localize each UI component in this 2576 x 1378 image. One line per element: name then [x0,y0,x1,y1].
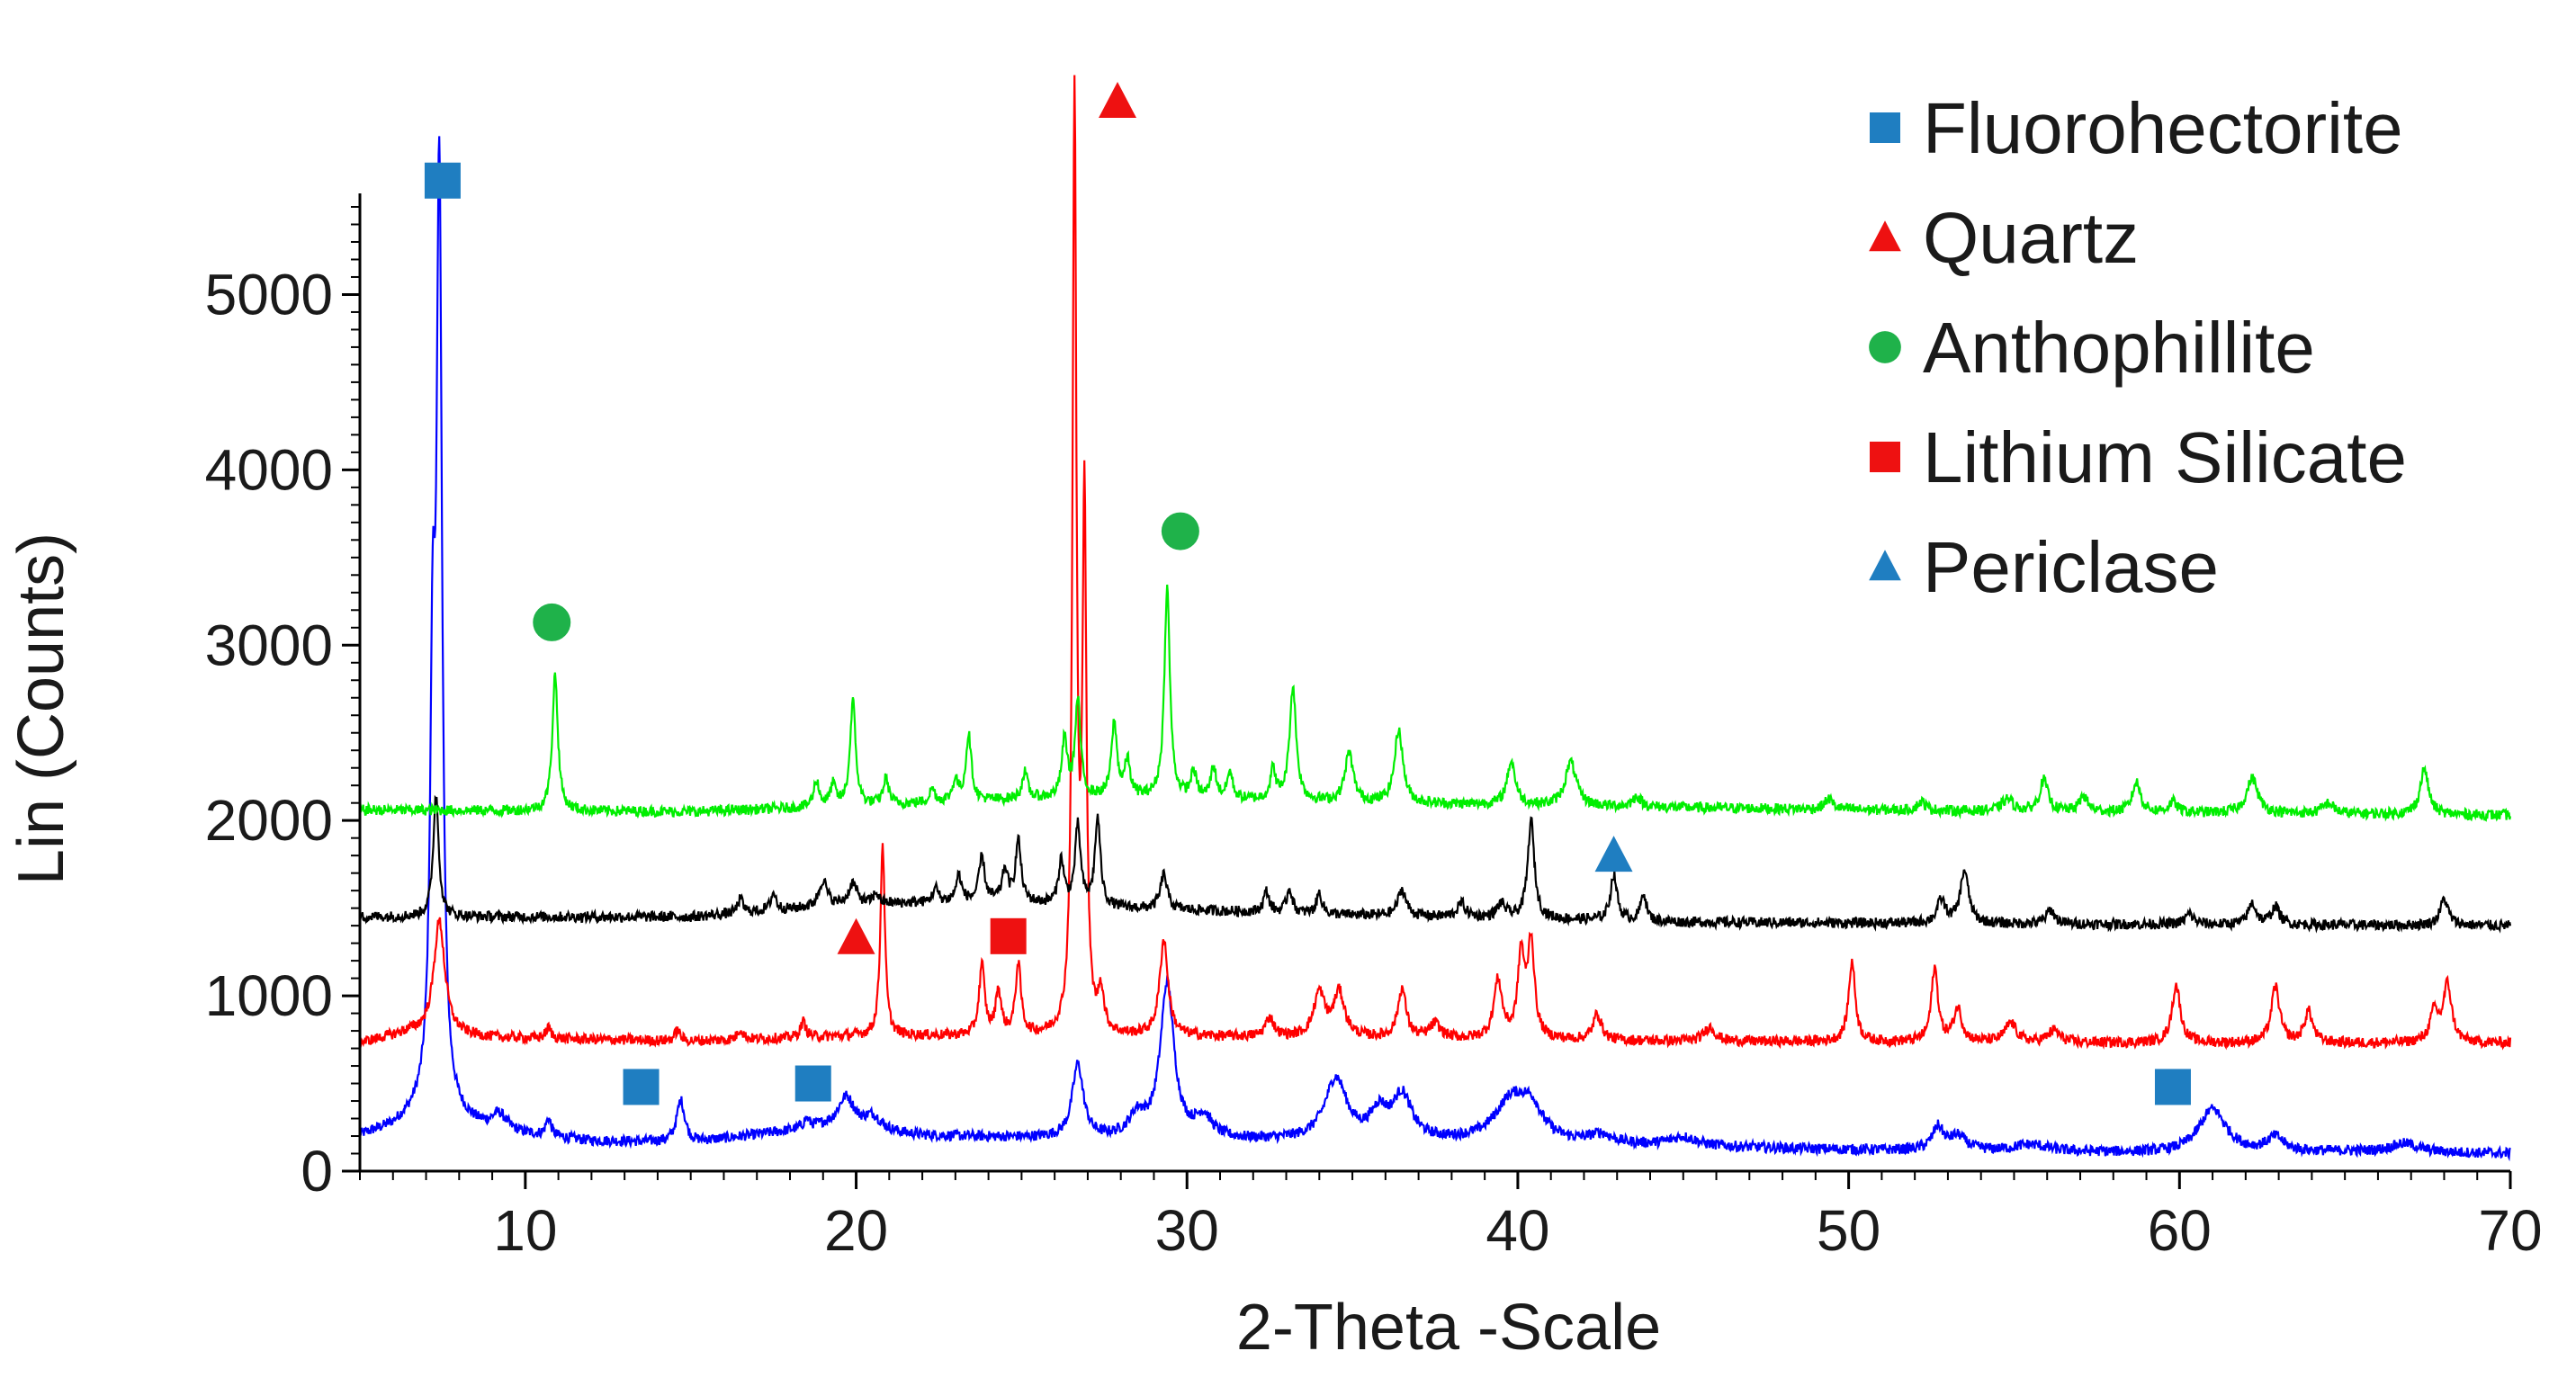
x-tick-label: 30 [1155,1198,1219,1263]
marker-quartz [1099,82,1137,119]
series-line-blue-pattern [358,136,2511,1162]
x-tick-label: 70 [2478,1198,2542,1263]
marker-anthophillite [533,603,571,641]
legend-label-quartz: Quartz [1923,198,2139,278]
legend-marker-anthophillite [1869,331,1901,363]
phase-markers-group [424,82,2191,1105]
y-tick-label: 4000 [205,437,333,502]
x-tick-label: 10 [493,1198,557,1263]
x-tick-label: 20 [824,1198,888,1263]
series-line-green-pattern [359,584,2512,822]
axes-group: 10 20 30 40 50 60 70 0 1000 2000 3000 4000 5000 [205,193,2543,1263]
marker-fluorohectorite [2154,1069,2191,1105]
x-tick-label: 40 [1485,1198,1549,1263]
legend-marker-fluorohectorite [1870,112,1900,143]
legend-label-anthophillite: Anthophillite [1923,308,2315,388]
marker-lithium-silicate [990,917,1027,954]
x-tick-label: 60 [2148,1198,2212,1263]
series-group [358,75,2512,1162]
legend-label-periclase: Periclase [1923,527,2219,607]
legend-marker-quartz [1869,220,1901,252]
x-axis-title: 2-Theta -Scale [1236,1292,1661,1364]
series-line-red-pattern [359,75,2512,1051]
legend: Fluorohectorite Quartz Anthophillite Lithiu… [1869,88,2407,607]
marker-fluorohectorite [794,1065,831,1102]
legend-marker-periclase [1869,550,1901,581]
y-tick-label: 2000 [205,788,333,853]
y-axis-title: Lin (Counts) [5,532,77,885]
marker-fluorohectorite [623,1069,660,1105]
marker-periclase [1594,836,1633,872]
legend-marker-lithium-silicate [1870,442,1900,472]
x-tick-label: 50 [1817,1198,1880,1263]
legend-label-fluorohectorite: Fluorohectorite [1923,88,2403,168]
marker-fluorohectorite [424,162,461,199]
y-tick-label: 1000 [205,963,333,1028]
marker-anthophillite [1161,512,1199,550]
marker-quartz [837,917,875,954]
series-line-black-pattern [358,794,2512,934]
legend-label-lithium-silicate: Lithium Silicate [1923,417,2407,497]
y-tick-label: 0 [301,1139,333,1204]
y-tick-label: 3000 [205,613,333,677]
y-tick-label: 5000 [205,262,333,327]
